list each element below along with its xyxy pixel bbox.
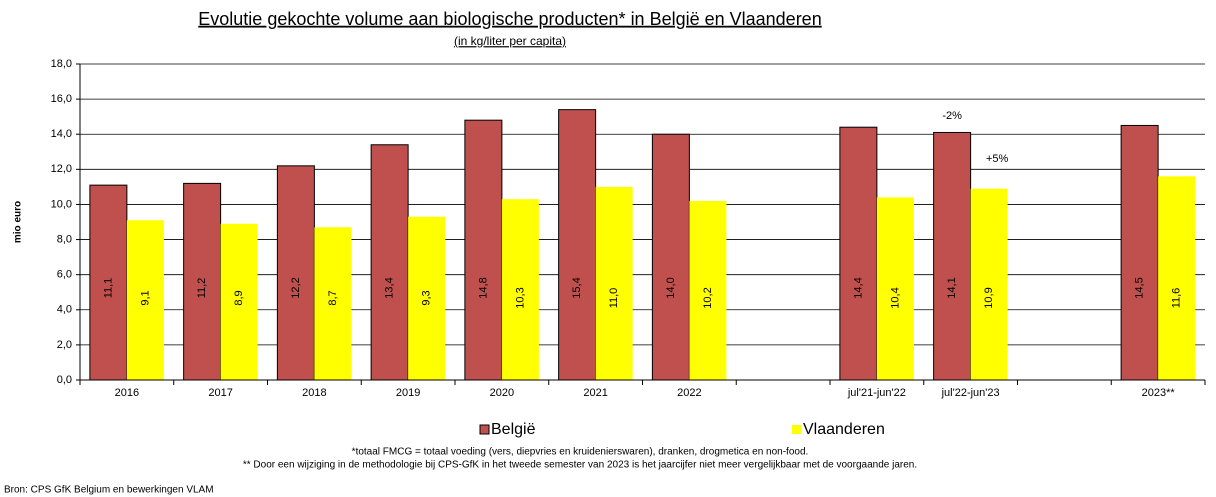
x-tick-label: 2019: [396, 387, 420, 399]
y-tick-label: 4,0: [57, 304, 72, 316]
value-label: 10,9: [983, 287, 995, 308]
value-label: 11,0: [608, 288, 620, 309]
bar: [276, 165, 315, 381]
value-label: 14,0: [665, 277, 677, 298]
value-label: 8,9: [233, 290, 245, 305]
y-tick-label: 0,0: [57, 374, 72, 386]
value-label: 14,5: [1134, 277, 1146, 298]
value-label: 13,4: [384, 277, 396, 298]
bar: [220, 223, 258, 380]
y-tick-label: 8,0: [57, 233, 72, 245]
legend-swatch: [479, 424, 490, 435]
value-label: 9,1: [139, 290, 151, 305]
bar: [1120, 124, 1159, 381]
x-tick-label: 2020: [490, 387, 514, 399]
y-tick-label: 10,0: [51, 198, 72, 210]
x-tick-label: 2021: [583, 387, 607, 399]
bar: [89, 184, 128, 381]
x-tick-label: jul'21-jun'22: [847, 387, 906, 399]
bar: [839, 126, 878, 381]
y-tick-label: 14,0: [51, 128, 72, 140]
value-label: 14,1: [946, 277, 958, 298]
bar: [970, 188, 1008, 380]
bar: [876, 197, 914, 380]
value-label: 11,2: [196, 278, 208, 299]
annotation: +5%: [986, 153, 1009, 165]
x-tick-label: jul'22-jun'23: [941, 387, 1000, 399]
legend-label: België: [491, 421, 536, 438]
value-label: 12,2: [290, 277, 302, 298]
bar: [933, 131, 972, 381]
y-axis-label: mio euro: [13, 201, 24, 243]
x-tick-label: 2018: [302, 387, 326, 399]
bar: [126, 220, 164, 380]
source: Bron: CPS GfK Belgium en bewerkingen VLA…: [4, 485, 214, 496]
chart-title: Evolutie gekochte volume aan biologische…: [198, 9, 821, 29]
y-tick-label: 18,0: [51, 58, 72, 70]
value-label: 8,7: [327, 290, 339, 305]
value-label: 11,1: [102, 278, 114, 299]
bar: [689, 200, 727, 380]
bar: [501, 199, 539, 380]
bar: [408, 216, 446, 380]
bar: [1158, 176, 1196, 380]
bar: [314, 227, 352, 380]
legend-swatch: [792, 425, 801, 434]
bar: [558, 109, 597, 381]
x-tick-label: 2017: [208, 387, 232, 399]
value-label: 15,4: [571, 277, 583, 298]
chart-subtitle: (in kg/liter per capita): [454, 34, 566, 48]
bar: [651, 133, 690, 381]
value-label: 9,3: [421, 290, 433, 305]
legend-label: Vlaanderen: [803, 421, 885, 438]
value-label: 14,8: [477, 277, 489, 298]
bar: [370, 144, 409, 381]
bar: [595, 186, 633, 380]
y-tick-label: 6,0: [57, 269, 72, 281]
value-label: 10,3: [514, 287, 526, 308]
x-tick-label: 2016: [115, 387, 139, 399]
annotation: -2%: [942, 110, 962, 122]
x-tick-label: 2023**: [1142, 387, 1176, 399]
x-tick-label: 2022: [677, 387, 701, 399]
value-label: 10,4: [889, 287, 901, 308]
footnote: ** Door een wijziging in de methodologie…: [243, 460, 917, 471]
y-tick-label: 12,0: [51, 163, 72, 175]
value-label: 11,6: [1171, 288, 1183, 309]
y-tick-label: 16,0: [51, 93, 72, 105]
footnote: *totaal FMCG = totaal voeding (vers, die…: [352, 447, 809, 458]
bar: [464, 119, 503, 381]
y-tick-label: 2,0: [57, 339, 72, 351]
value-label: 14,4: [852, 277, 864, 298]
value-label: 10,2: [702, 287, 714, 308]
